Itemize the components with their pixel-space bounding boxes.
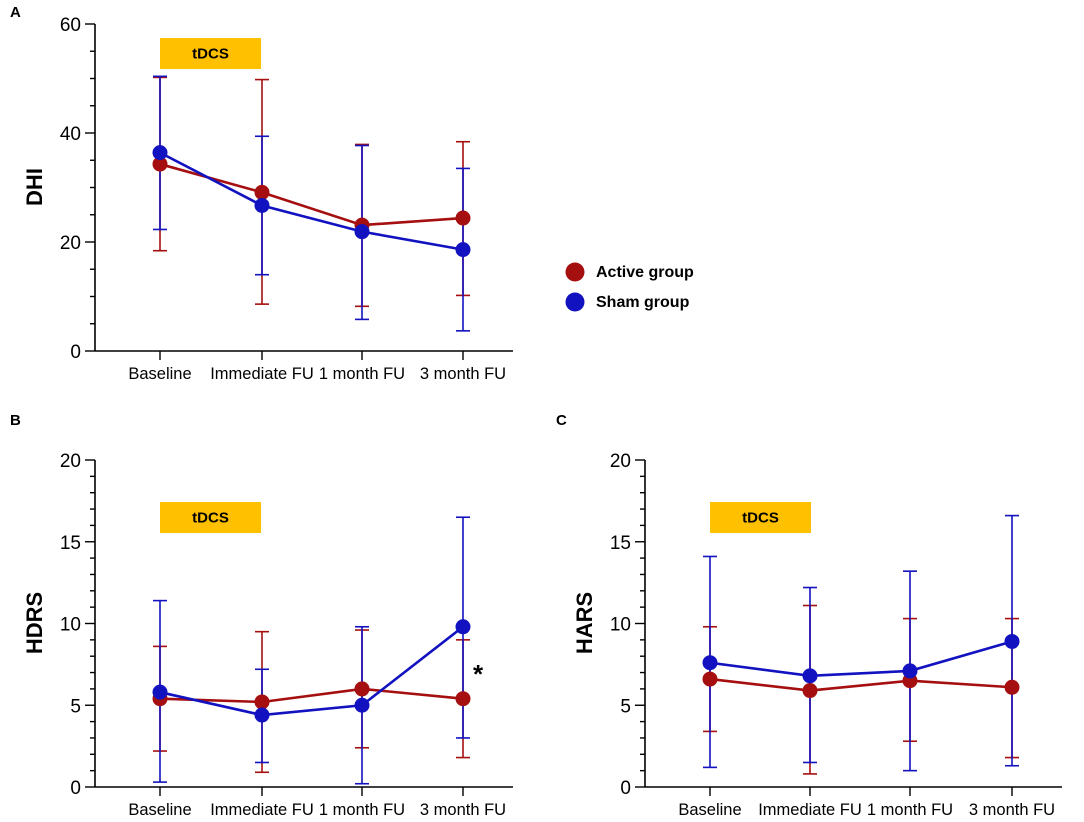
active-series-line	[159, 687, 464, 704]
sham-series-line	[709, 640, 1013, 678]
y-tick-label: 15	[60, 533, 81, 554]
x-tick-label: 3 month FU	[420, 801, 506, 819]
y-tick-label: 15	[610, 533, 631, 554]
legend: Active group Sham group	[565, 262, 694, 312]
active-data-point	[354, 681, 370, 697]
tdcs-label: tDCS	[742, 510, 779, 527]
sham-data-point	[1004, 633, 1020, 649]
x-tick-label: 3 month FU	[420, 365, 506, 383]
active-data-point	[1004, 679, 1020, 695]
tdcs-band	[160, 38, 261, 69]
panel-b: B 0 5 10 15 20 Baseline Immediate FU 1 month FU…	[10, 412, 513, 819]
sham-data-point	[152, 145, 168, 161]
x-tick-label: Baseline	[128, 801, 191, 819]
sham-data-point	[455, 619, 471, 635]
x-tick-label: 1 month FU	[319, 365, 405, 383]
x-tick-label: 3 month FU	[969, 801, 1055, 819]
active-data-point	[455, 210, 471, 226]
active-data-point	[152, 156, 168, 172]
sham-series-line	[159, 625, 464, 717]
y-tick-label: 5	[70, 696, 81, 717]
sham-data-point	[254, 197, 270, 213]
active-data-point	[254, 184, 270, 200]
significance-marker: *	[473, 659, 484, 689]
y-axis-label: HARS	[572, 592, 597, 654]
x-tick-label: 1 month FU	[319, 801, 405, 819]
y-axis-label: DHI	[22, 168, 47, 206]
y-tick-label: 20	[60, 233, 81, 254]
x-tick-label: Baseline	[678, 801, 741, 819]
tdcs-band	[710, 502, 811, 533]
sham-data-point	[802, 668, 818, 684]
x-tick-label: 1 month FU	[867, 801, 953, 819]
sham-series-line	[159, 151, 464, 251]
y-tick-label: 20	[610, 451, 631, 472]
legend-swatch-sham	[565, 292, 585, 312]
active-data-point	[254, 694, 270, 710]
panel-a: A 0 20 40 60 Baseline Immediate FU 1 month FU 3…	[10, 4, 513, 383]
x-tick-label: Baseline	[128, 365, 191, 383]
x-tick-label: Immediate FU	[210, 365, 314, 383]
y-tick-label: 40	[60, 124, 81, 145]
x-tick-label: Immediate FU	[210, 801, 314, 819]
panel-c: C 0 5 10 15 20 Baseline Immediate FU 1 month FU…	[556, 412, 1062, 819]
y-tick-label: 60	[60, 15, 81, 36]
active-data-point	[702, 671, 718, 687]
tdcs-label: tDCS	[192, 46, 229, 63]
x-tick-label: Immediate FU	[758, 801, 862, 819]
y-tick-label: 0	[70, 778, 81, 799]
y-tick-label: 10	[610, 615, 631, 636]
y-tick-label: 0	[70, 342, 81, 363]
active-series-line	[159, 162, 464, 227]
y-tick-label: 10	[60, 615, 81, 636]
legend-swatch-active	[565, 262, 585, 282]
panel-label-c: C	[556, 412, 567, 429]
y-axis-label: HDRS	[22, 592, 47, 654]
sham-data-point	[702, 655, 718, 671]
legend-label-sham: Sham group	[596, 294, 690, 311]
y-tick-label: 5	[620, 696, 631, 717]
sham-data-point	[354, 224, 370, 240]
tdcs-band	[160, 502, 261, 533]
y-tick-label: 0	[620, 778, 631, 799]
active-data-point	[455, 691, 471, 707]
sham-data-point	[455, 242, 471, 258]
panel-label-a: A	[10, 4, 21, 21]
tdcs-label: tDCS	[192, 510, 229, 527]
sham-data-point	[354, 697, 370, 713]
sham-data-point	[152, 684, 168, 700]
panel-label-b: B	[10, 412, 21, 429]
legend-label-active: Active group	[596, 264, 694, 281]
y-tick-label: 20	[60, 451, 81, 472]
sham-data-point	[902, 663, 918, 679]
active-series-line	[709, 677, 1013, 692]
sham-data-point	[254, 707, 270, 723]
active-data-point	[802, 683, 818, 699]
